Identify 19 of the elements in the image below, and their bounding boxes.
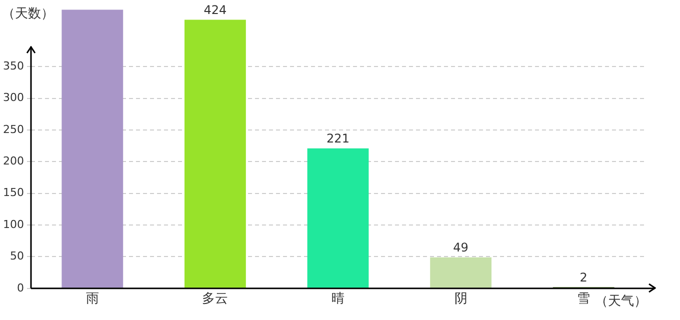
x-tick-label: 晴: [332, 292, 344, 307]
y-tick-label: 300: [2, 91, 24, 104]
y-tick-label: 200: [2, 154, 24, 168]
data-label: 49: [453, 240, 468, 254]
y-tick-label: 150: [2, 186, 24, 200]
y-axis-title: （天数）: [2, 6, 54, 22]
x-axis-title: （天气）: [595, 294, 647, 309]
y-tick-label: 0: [16, 281, 24, 294]
data-label: 424: [204, 2, 227, 17]
x-tick-label: 雨: [86, 292, 99, 307]
y-tick-label: 100: [2, 218, 24, 231]
data-label: 221: [326, 131, 350, 146]
y-tick-label: 50: [10, 250, 24, 263]
y-tick-label: 350: [2, 59, 24, 72]
x-tick-label: 阴: [454, 292, 468, 307]
x-tick-label: 多云: [202, 292, 228, 307]
data-label: 2: [580, 270, 588, 284]
y-tick-label: 250: [2, 122, 24, 136]
x-tick-label: 雪: [577, 292, 590, 307]
